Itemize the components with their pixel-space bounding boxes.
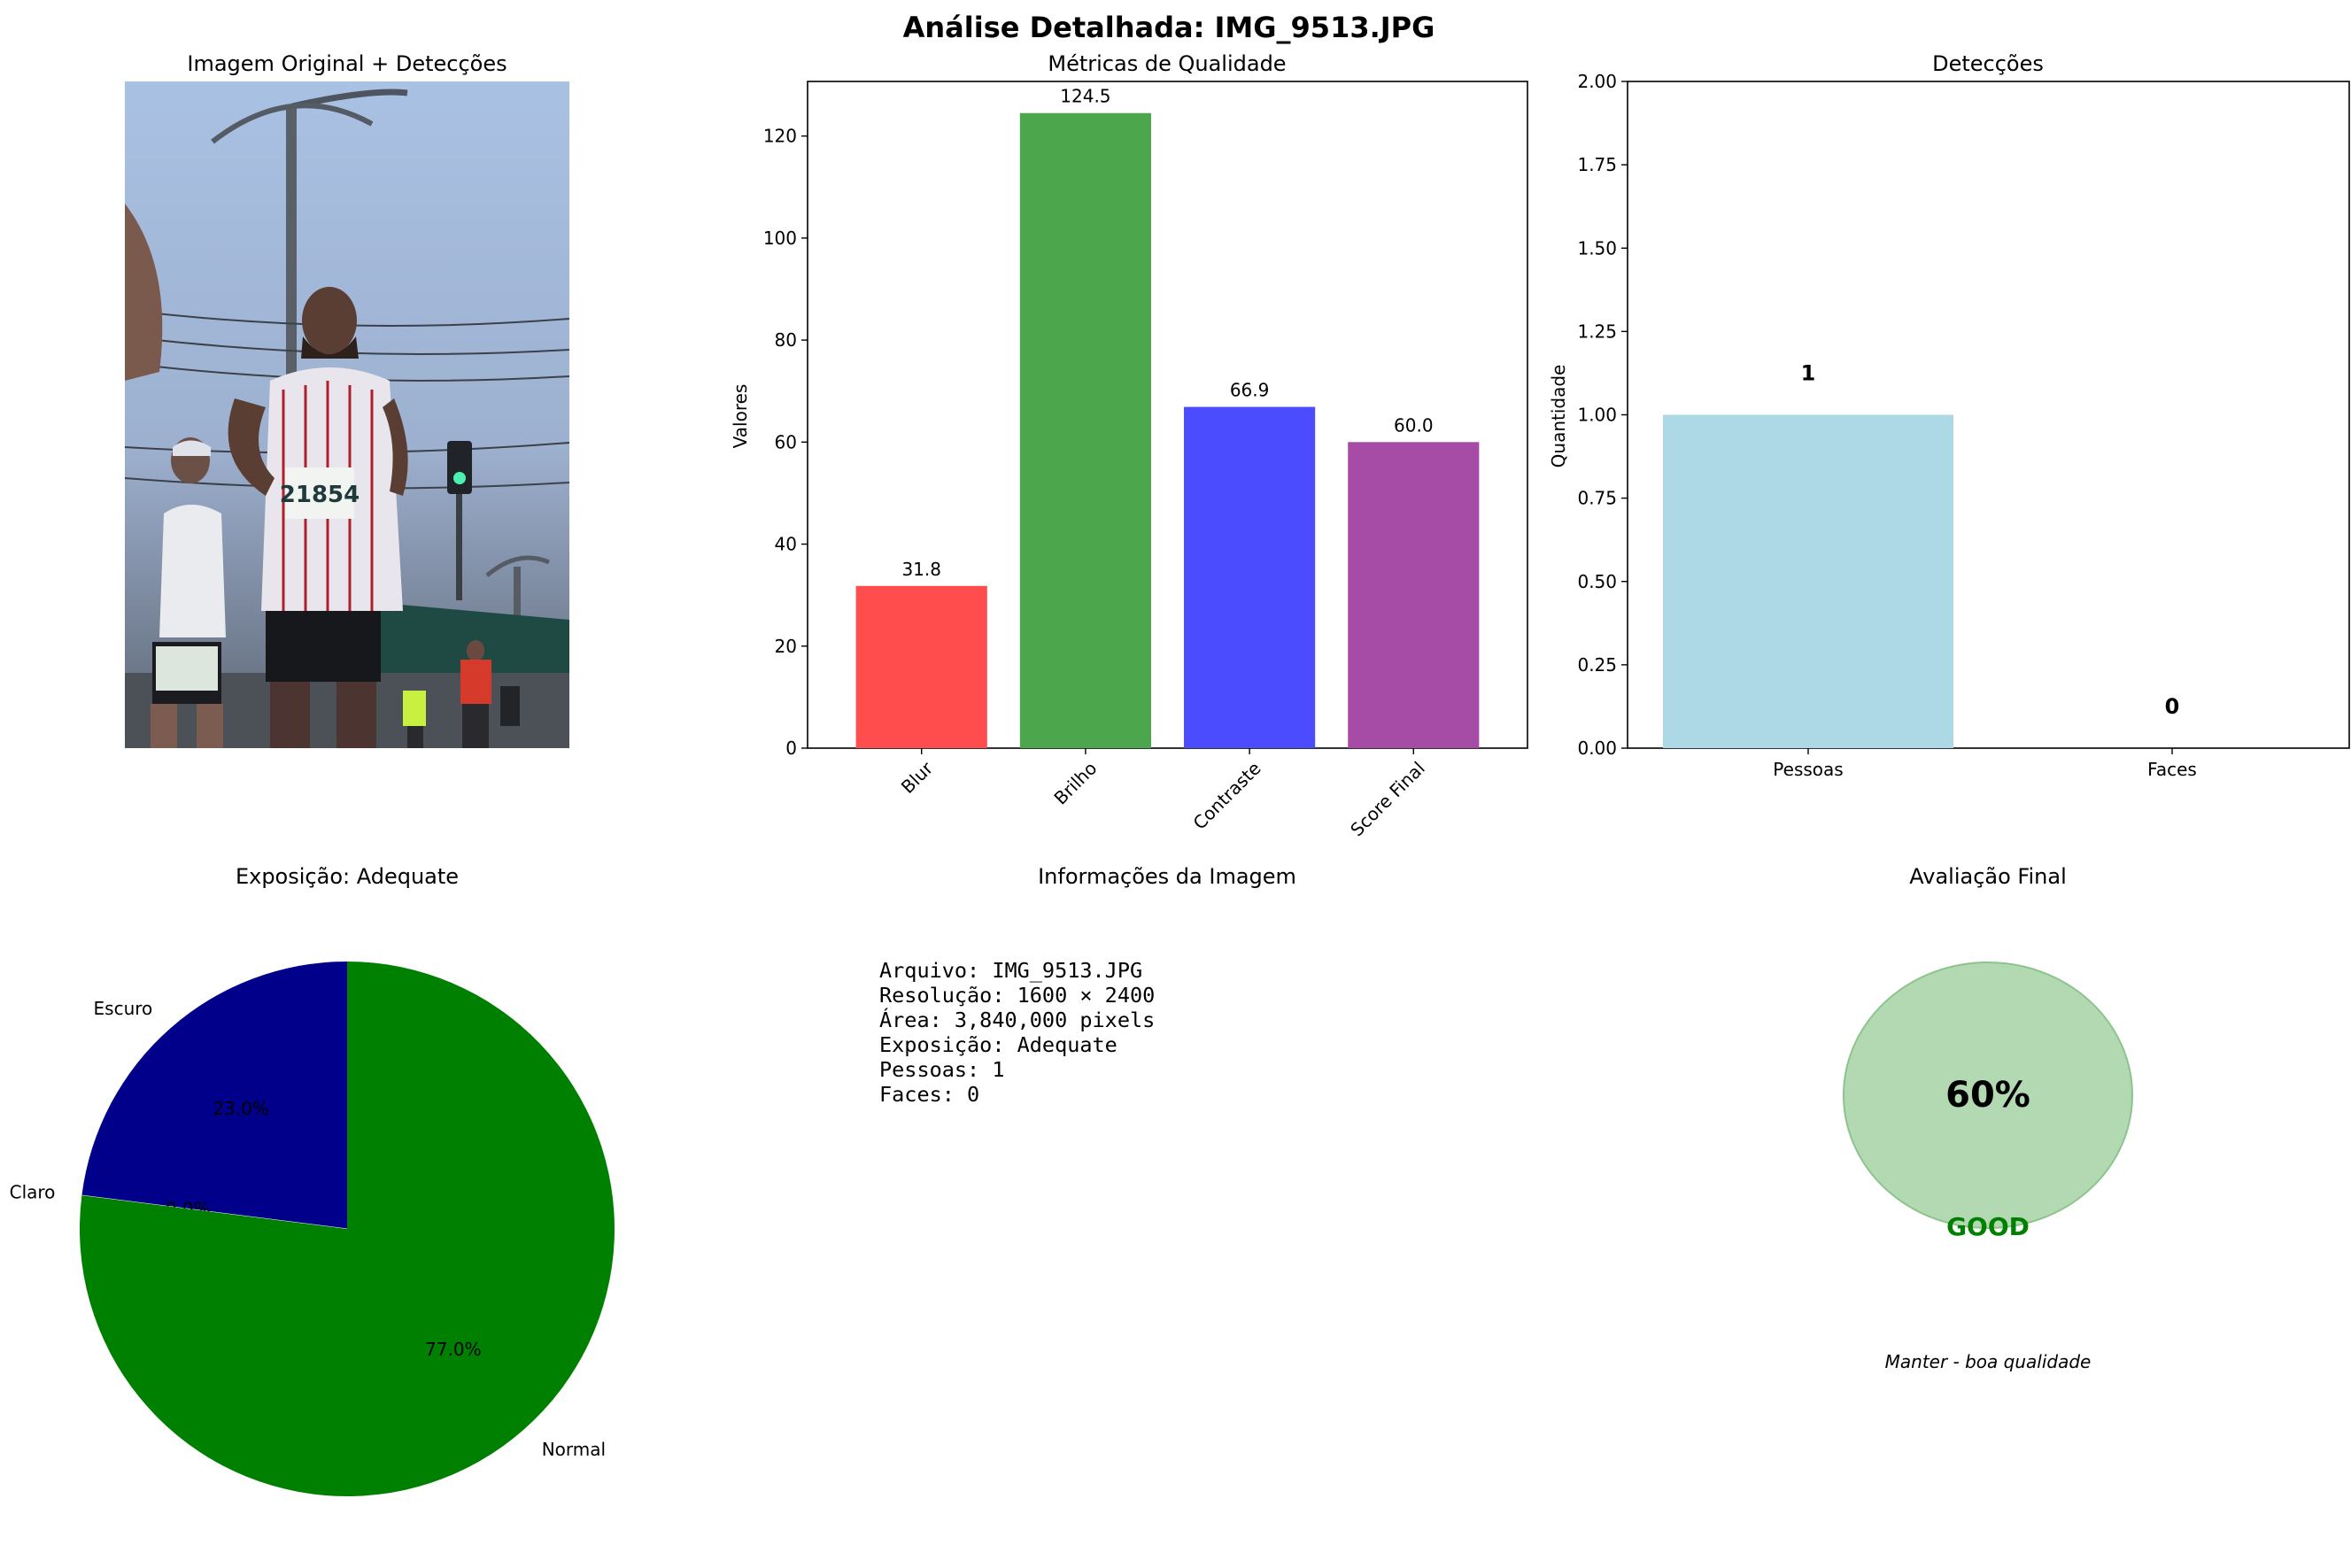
detections-y-tick-label: 1.00 — [1577, 405, 1617, 426]
metrics-bar — [1019, 112, 1151, 748]
detections-chart: Detecções Quantidade 1 Pessoas 0 Faces 0.00 0… — [1548, 51, 2350, 780]
final-evaluation-panel: Avaliação Final 60% GOOD Manter - boa qu… — [1843, 864, 2133, 1372]
detections-bar-value-label: 0 — [2165, 694, 2180, 719]
pie-chart-title: Exposição: Adequate — [236, 864, 459, 889]
metrics-bar — [855, 585, 987, 748]
metrics-bar-value-label: 66.9 — [1230, 380, 1270, 401]
pie-percent-label: 77.0% — [425, 1339, 482, 1360]
detections-chart-title: Detecções — [1932, 51, 2044, 76]
metrics-y-tick-label: 60 — [775, 431, 797, 452]
detections-y-tick-label: 1.75 — [1577, 154, 1617, 175]
detections-y-tick-label: 0.75 — [1577, 488, 1617, 509]
pie-slice — [81, 962, 348, 1229]
pie-percent-label: 23.0% — [213, 1098, 269, 1119]
metrics-y-tick-label: 20 — [775, 636, 797, 657]
svg-text:21854: 21854 — [280, 482, 360, 508]
rating-label: GOOD — [1946, 1212, 2030, 1241]
detections-y-tick-label: 1.25 — [1577, 321, 1617, 342]
metrics-y-tick-label: 80 — [775, 329, 797, 351]
metrics-x-tick-label: Brilho — [1049, 758, 1101, 809]
metrics-bar — [1184, 406, 1316, 748]
detections-y-tick-label: 1.50 — [1577, 237, 1617, 259]
photo-image: 21854 — [125, 81, 569, 748]
recommendation-text: Manter - boa qualidade — [1885, 1351, 2092, 1372]
metrics-bar-value-label: 31.8 — [901, 559, 941, 580]
info-line-exposure: Exposição: Adequate — [879, 1032, 1117, 1057]
info-line-people: Pessoas: 1 — [879, 1057, 1005, 1082]
pie-slice-label: Normal — [542, 1439, 606, 1460]
metrics-chart-title: Métricas de Qualidade — [1048, 51, 1286, 76]
metrics-x-tick-label: Score Final — [1346, 758, 1429, 841]
metrics-y-tick-label: 40 — [775, 534, 797, 555]
figure-title: Análise Detalhada: IMG_9513.JPG — [903, 11, 1435, 44]
detections-bar-value-label: 1 — [1801, 360, 1816, 385]
pie-slice-label: Escuro — [94, 998, 153, 1019]
final-panel-title: Avaliação Final — [1909, 864, 2067, 889]
detections-bar — [1663, 414, 1953, 748]
metrics-bar-value-label: 60.0 — [1394, 414, 1434, 436]
info-panel-title: Informações da Imagem — [1038, 864, 1296, 889]
exposure-pie-chart: Exposição: Adequate Escuro23.0%Claro0.0%… — [10, 864, 615, 1496]
info-text-block: Arquivo: IMG_9513.JPG Resolução: 1600 × … — [879, 958, 1155, 1107]
detections-x-tick-label: Pessoas — [1773, 759, 1843, 780]
detections-x-tick-label: Faces — [2147, 759, 2197, 780]
metrics-y-tick-label: 120 — [763, 126, 797, 147]
metrics-x-tick-label: Blur — [897, 757, 938, 798]
info-line-file: Arquivo: IMG_9513.JPG — [879, 958, 1143, 983]
score-circle — [1843, 962, 2133, 1229]
metrics-x-tick-label: Contraste — [1189, 758, 1265, 834]
detections-y-tick-label: 0.25 — [1577, 654, 1617, 676]
metrics-chart: Métricas de Qualidade Valores 31.8 Blur 12… — [730, 51, 1528, 841]
detections-y-tick-label: 0.50 — [1577, 571, 1617, 592]
detections-y-axis-label: Quantidade — [1548, 365, 1569, 468]
metrics-plot-frame — [807, 81, 1528, 749]
info-line-resolution: Resolução: 1600 × 2400 — [879, 983, 1156, 1008]
score-percentage: 60% — [1945, 1075, 2030, 1116]
info-line-area: Área: 3,840,000 pixels — [879, 1008, 1156, 1032]
metrics-y-axis-label: Valores — [730, 384, 751, 449]
detections-y-tick-label: 2.00 — [1577, 71, 1617, 92]
detections-y-tick-label: 0.00 — [1577, 738, 1617, 759]
pie-slice-label: Claro — [10, 1181, 56, 1202]
metrics-y-tick-label: 0 — [785, 738, 797, 759]
info-line-faces: Faces: 0 — [879, 1082, 980, 1107]
metrics-bar-value-label: 124.5 — [1060, 86, 1110, 107]
pie-slice — [80, 962, 615, 1496]
image-panel-title: Imagem Original + Detecções — [187, 51, 507, 76]
metrics-bar — [1348, 442, 1480, 748]
metrics-y-tick-label: 100 — [763, 228, 797, 249]
